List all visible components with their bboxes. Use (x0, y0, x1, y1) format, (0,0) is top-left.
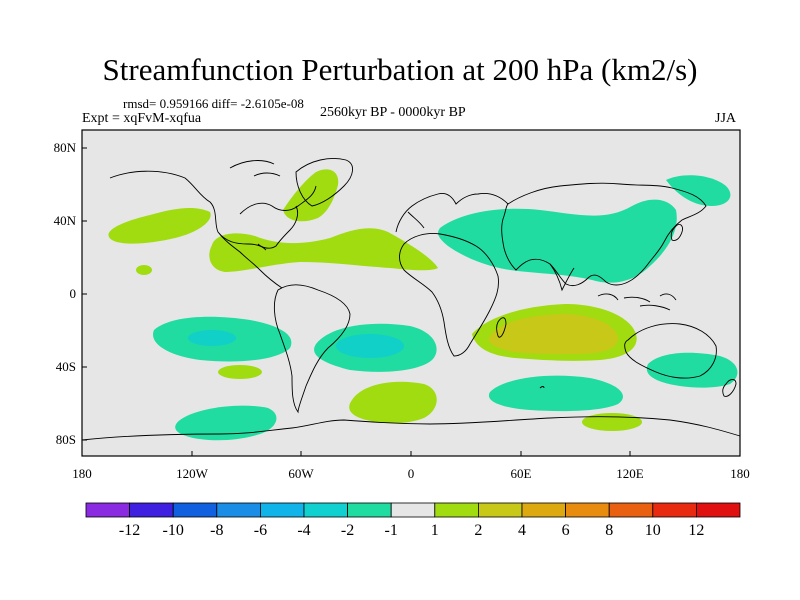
colorbar-box (347, 502, 392, 518)
contour-hawaii (136, 265, 152, 275)
colorbar-box (477, 502, 523, 518)
coast-greenland (295, 158, 353, 207)
contour-s-pacific-40s (218, 365, 262, 379)
lat-labels: 80N 40N 0 40S 80S (54, 140, 77, 447)
coast-madagascar (496, 317, 507, 338)
colorbar-box (85, 502, 130, 518)
tick-marks (81, 147, 741, 456)
colorbar-box (565, 502, 610, 518)
coast-japan (670, 223, 683, 241)
colorbar-label: -6 (254, 522, 267, 539)
contour-tropical-atlantic (209, 228, 438, 272)
colorbar-label: 4 (518, 522, 526, 539)
lat-label: 80N (54, 140, 77, 155)
lat-label: 40N (54, 213, 77, 228)
colorbar: -12 -10 -8 -6 -4 -2 -1 1 2 4 6 8 10 12 (85, 502, 741, 539)
contour-antarctic-indian (582, 413, 642, 431)
contour-nw-pacific (666, 175, 731, 206)
lon-label: 180 (72, 466, 92, 481)
coast-south-america (273, 284, 351, 414)
colorbar-label: 12 (688, 522, 704, 539)
colorbar-label: -4 (297, 522, 310, 539)
stats-line: rmsd= 0.959166 diff= -2.6105e-08 (123, 96, 304, 111)
experiment-label: Expt = xqFvM-xqfua (82, 111, 202, 126)
lon-label: 60E (511, 466, 532, 481)
colorbar-box (129, 502, 174, 518)
lat-label: 40S (56, 359, 76, 374)
contour-antarctic-pacific (175, 405, 277, 441)
colorbar-box (390, 502, 436, 518)
colorbar-label: 10 (645, 522, 661, 539)
contour-south-indian-60s (488, 375, 623, 412)
colorbar-label: 1 (431, 522, 439, 539)
coast-kerguelen (539, 386, 545, 389)
colorbar-box (434, 502, 479, 518)
coast-asia (501, 182, 707, 287)
coastlines (81, 158, 741, 441)
contour-eurasia (438, 199, 677, 283)
colorbar-box (303, 502, 348, 518)
colorbar-label: -12 (119, 522, 140, 539)
colorbar-box (172, 502, 218, 518)
colorbar-label: 6 (562, 522, 570, 539)
colorbar-label: 8 (605, 522, 613, 539)
lat-label: 0 (70, 286, 77, 301)
coast-africa (399, 233, 499, 357)
contour-s-pacific-core (188, 330, 236, 346)
coast-antarctica (81, 416, 741, 441)
colorbar-box (259, 502, 305, 518)
lon-labels: 180 120W 60W 0 60E 120E 180 (72, 466, 750, 481)
chart-title: Streamfunction Perturbation at 200 hPa (… (102, 52, 698, 87)
colorbar-label: -10 (163, 522, 184, 539)
coast-arctic-islands (229, 160, 281, 177)
colorbar-label: 2 (474, 522, 482, 539)
colorbar-box (216, 502, 261, 518)
colorbar-label: -8 (210, 522, 223, 539)
coast-indonesia (597, 293, 677, 311)
coast-north-america (109, 170, 317, 289)
colorbar-box (608, 502, 654, 518)
lon-label: 120W (176, 466, 209, 481)
contour-fills (108, 169, 738, 441)
colorbar-label: -1 (385, 522, 398, 539)
coast-australia (624, 323, 717, 379)
coast-new-zealand (722, 379, 737, 397)
colorbar-box (652, 502, 697, 518)
period-label: 2560kyr BP - 0000kyr BP (320, 105, 466, 120)
contour-indian-ocean-core (488, 314, 618, 354)
contour-s-atlantic-core (336, 334, 404, 358)
contour-na-west (108, 208, 211, 244)
lon-label: 60W (288, 466, 314, 481)
contour-australia (646, 352, 738, 388)
coast-europe (395, 193, 509, 233)
lat-label: 80S (56, 432, 76, 447)
colorbar-box (521, 502, 566, 518)
coast-india (549, 263, 575, 292)
contour-south-atlantic-60s (349, 381, 437, 424)
colorbar-box (696, 502, 741, 518)
lon-label: 180 (730, 466, 750, 481)
colorbar-label: -2 (341, 522, 354, 539)
season-label: JJA (715, 111, 737, 126)
lon-label: 0 (408, 466, 415, 481)
lon-label: 120E (616, 466, 644, 481)
